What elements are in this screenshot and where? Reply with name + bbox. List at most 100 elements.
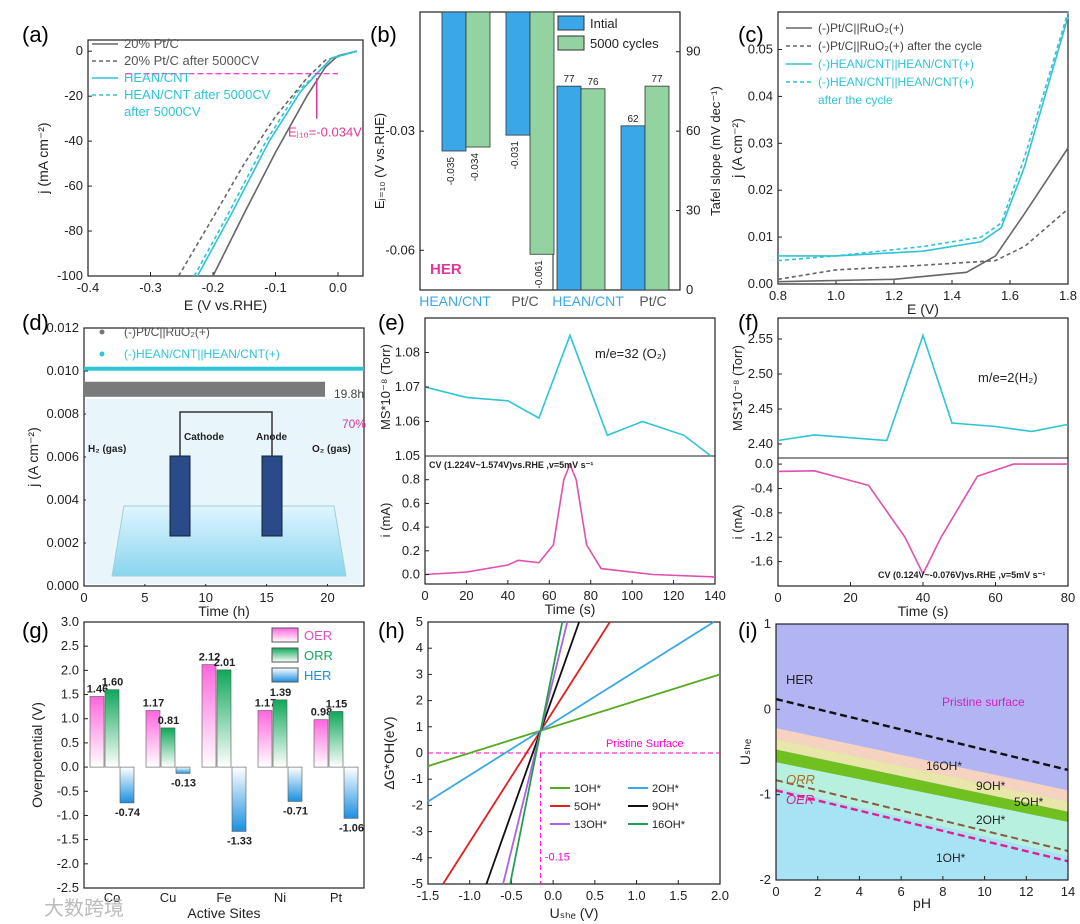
h-legend-label: 9OH* (652, 801, 680, 813)
c-legend-label: (-)HEAN/CNT||HEAN/CNT(+) (818, 57, 974, 71)
h-pristine-label: Pristine Surface (606, 738, 684, 750)
h-xtick-label: -1.0 (459, 888, 481, 903)
g-bar-label: 1.17 (255, 698, 276, 710)
g-ytick-label: -0.5 (57, 783, 79, 798)
a-ytick-label: -60 (64, 178, 83, 193)
b-bar-label: -0.031 (510, 141, 521, 170)
h-xtick-label: 0.0 (544, 888, 562, 903)
g-bar-label: 1.39 (270, 687, 291, 699)
g-legend-swatch (271, 647, 299, 663)
g-legend-swatch (271, 667, 299, 683)
d-inset-anode: Anode (256, 432, 288, 443)
e-ytick-bottom-label: 0.0 (402, 567, 420, 582)
f-series-ms (777, 333, 1069, 442)
c-ylabel: j (A cm⁻²) (729, 118, 745, 179)
i-xtick-label: 14 (1061, 884, 1075, 899)
g-bar (145, 710, 161, 768)
e-ytick-bottom-label: 0.8 (402, 472, 420, 487)
a-series-2 (196, 50, 358, 277)
d-legend-swatch (99, 329, 105, 335)
d-ytick-label: 0.008 (46, 406, 79, 421)
e-ytick-bottom-label: 0.2 (402, 543, 420, 558)
e-ylabel-bottom: i (mA) (378, 503, 393, 538)
i-xtick-label: 12 (1019, 884, 1033, 899)
b-bar-label: 76 (587, 77, 599, 88)
i-xlabel: pH (913, 895, 931, 911)
a-annotation: Eⱼ₁₀=-0.034V (288, 125, 362, 140)
f-xtick-label: 0 (774, 590, 781, 605)
g-bar-label: 1.15 (326, 698, 347, 710)
g-legend-label: OER (304, 628, 332, 643)
i-xtick-label: 10 (977, 884, 991, 899)
d-ytick-label: 0.012 (46, 320, 79, 335)
b-her-tag: HER (430, 261, 462, 278)
i-pristine-label: Pristine surface (942, 695, 1025, 709)
h-xtick-label: -0.5 (500, 888, 522, 903)
g-bar (216, 669, 232, 768)
h-series-2OH* (427, 621, 715, 803)
g-bar (287, 766, 303, 802)
e-xlabel: Time (s) (545, 601, 596, 617)
i-xtick-label: 4 (856, 884, 863, 899)
f-xlabel: Time (s) (898, 603, 949, 619)
a-series-0 (212, 50, 357, 277)
f-ylabel-top: MS*10⁻⁸ (Torr) (730, 345, 745, 431)
c-legend-label: (-)Pt/C||RuO₂(+) after the cycle (818, 39, 982, 53)
i-ytick-label: 0 (764, 701, 771, 716)
i-region-label: 2OH* (976, 813, 1006, 827)
a-ytick-label: -40 (64, 133, 83, 148)
h-ytick-label: -4 (411, 850, 423, 865)
c-ytick-label: 0.00 (748, 276, 773, 291)
g-bar-label: 0.98 (311, 707, 332, 719)
h-ylabel: ΔG*OH(eV) (381, 716, 397, 789)
d-ytick-label: 0.006 (46, 449, 79, 464)
d-xtick-label: 0 (80, 590, 87, 605)
panel-i-label: (i) (738, 618, 758, 643)
g-bar-label: 2.12 (199, 652, 220, 664)
h-xtick-label: 1.0 (628, 888, 646, 903)
e-ytick-bottom-label: 0.4 (402, 519, 420, 534)
a-ytick-label: -80 (64, 223, 83, 238)
d-xtick-label: 20 (320, 590, 334, 605)
h-legend-label: 1OH* (574, 783, 602, 795)
d-inset-o2: O₂ (gas) (312, 444, 351, 455)
c-legend-label: after the cycle (818, 93, 893, 107)
b-xcat: HEAN/CNT (552, 293, 624, 309)
h-series-5OH* (442, 621, 611, 885)
h-ytick-label: 5 (416, 614, 423, 629)
g-bar-label: -0.13 (171, 777, 196, 789)
panel-e-frame (424, 317, 716, 585)
panel-f-label: (f) (738, 310, 759, 335)
f-ytick-top-label: 2.45 (748, 401, 773, 416)
i-line-orr (775, 779, 1069, 852)
h-vline-label: -0.15 (545, 851, 570, 863)
f-xtick-label: 20 (843, 590, 857, 605)
g-ytick-label: 2.0 (61, 662, 79, 677)
panel-e-label: (e) (378, 310, 405, 335)
c-ytick-label: 0.04 (748, 88, 773, 103)
i-line-oer (775, 789, 1069, 863)
e-ylabel-top: MS*10⁻⁸ (Torr) (378, 344, 393, 430)
g-bar (328, 711, 344, 768)
h-ytick-label: 2 (416, 693, 423, 708)
b-xcat: Pt/C (511, 293, 538, 309)
i-line-her (775, 697, 1069, 772)
c-ytick-label: 0.05 (748, 42, 773, 57)
a-xtick-label: 0.0 (329, 280, 347, 295)
b-legend-label: 5000 cycles (590, 36, 659, 51)
c-xtick-label: 1.4 (943, 288, 961, 303)
g-xcat: Co (104, 890, 121, 905)
c-xtick-label: 1.0 (827, 288, 845, 303)
i-region-5oh (776, 749, 1068, 822)
e-ytick-top-label: 1.07 (395, 379, 420, 394)
d-ytick-label: 0.002 (46, 535, 79, 550)
b-ylabel-left: Eⱼ₌₁₀ (V vs.RHE) (372, 113, 387, 209)
g-ytick-label: 1.5 (61, 687, 79, 702)
a-legend-label: 20% Pt/C after 5000CV (124, 53, 259, 68)
i-xtick-label: 0 (772, 884, 779, 899)
g-ytick-label: 0.0 (61, 759, 79, 774)
g-bar (175, 766, 191, 774)
d-inset-wire (179, 411, 273, 456)
g-ytick-label: 2.5 (61, 638, 79, 653)
g-bar (104, 689, 120, 768)
